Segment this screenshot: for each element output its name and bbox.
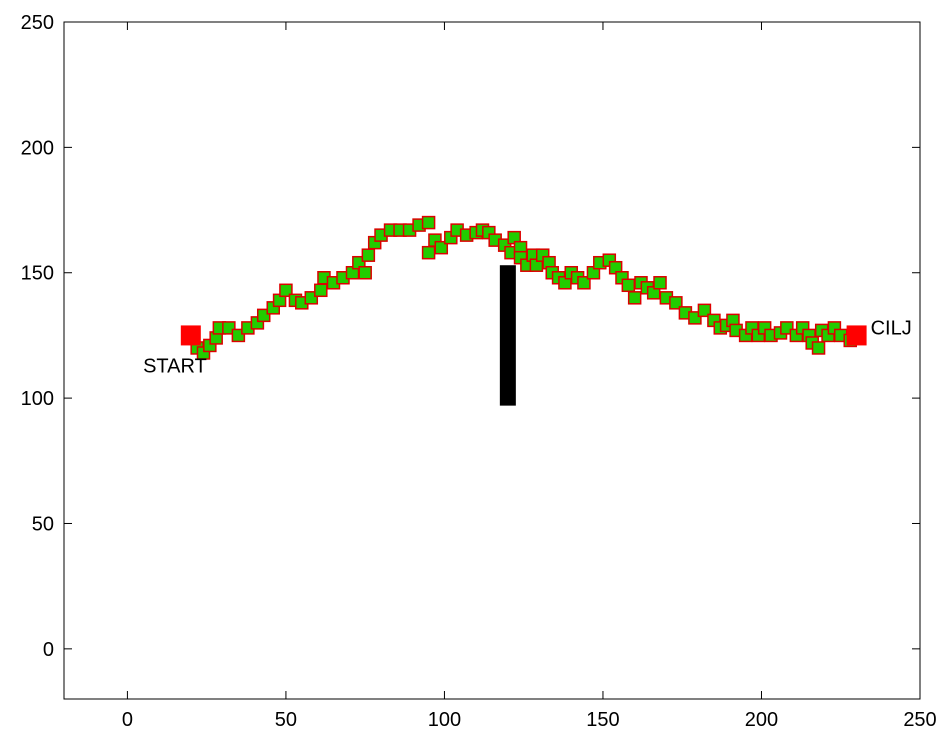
path-point <box>669 296 683 310</box>
plot-frame <box>63 21 921 700</box>
obstacle-wall <box>499 265 516 406</box>
endpoint-layer <box>180 325 867 346</box>
tick-layer: 0 50 100 150 200 250 0 50 100 150 200 250 <box>21 12 937 731</box>
x-tick-label: 250 <box>903 709 936 731</box>
y-tick-label: 50 <box>32 513 54 535</box>
x-tick-label: 150 <box>586 709 619 731</box>
y-tick-label: 0 <box>43 639 54 661</box>
path-point <box>421 215 436 230</box>
y-tick-label: 150 <box>21 263 54 285</box>
path-layer <box>190 215 858 360</box>
start-label: START <box>143 355 207 377</box>
x-tick-label: 100 <box>428 709 461 731</box>
y-tick-label: 200 <box>21 137 54 159</box>
path-point <box>358 265 372 280</box>
path-point <box>361 248 376 262</box>
path-point <box>621 278 636 293</box>
path-point <box>421 245 436 260</box>
path-point <box>627 291 642 305</box>
goal-marker <box>846 325 867 346</box>
path-point <box>279 283 293 298</box>
x-tick-label: 0 <box>122 709 133 731</box>
x-tick-label: 200 <box>745 709 778 731</box>
path-point <box>577 276 591 290</box>
y-tick-label: 250 <box>21 12 54 34</box>
goal-label: CILJ <box>871 317 912 339</box>
y-tick-label: 100 <box>21 388 54 410</box>
path-point <box>653 276 667 290</box>
start-marker <box>180 325 201 346</box>
obstacle-layer <box>499 265 516 406</box>
plot-background <box>64 22 920 699</box>
path-point <box>811 341 826 355</box>
x-tick-label: 50 <box>275 709 297 731</box>
path-point <box>434 240 449 255</box>
path-point <box>697 303 712 318</box>
path-point <box>314 283 328 298</box>
